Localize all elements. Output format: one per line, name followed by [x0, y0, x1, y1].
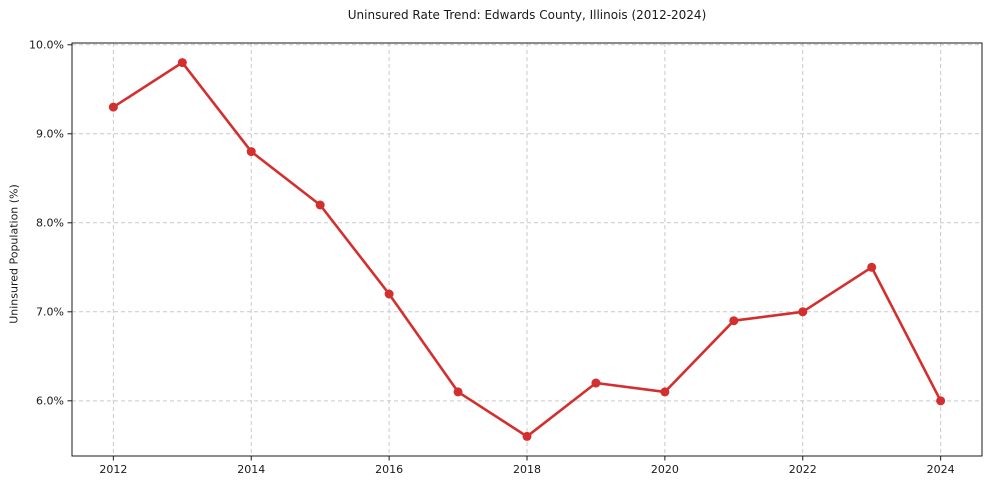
y-tick-label: 6.0%	[36, 394, 64, 407]
x-tick-label: 2022	[789, 463, 817, 476]
data-point-2020	[660, 387, 670, 397]
data-point-2022	[798, 307, 808, 317]
x-tick-label: 2014	[237, 463, 265, 476]
y-tick-label: 7.0%	[36, 305, 64, 318]
data-point-2019	[591, 378, 601, 388]
x-tick-label: 2012	[99, 463, 127, 476]
y-tick-label: 9.0%	[36, 127, 64, 140]
x-tick-label: 2018	[513, 463, 541, 476]
data-point-2013	[177, 58, 187, 68]
y-tick-label: 8.0%	[36, 216, 64, 229]
x-tick-label: 2016	[375, 463, 403, 476]
data-point-2016	[384, 289, 394, 299]
y-tick-label: 10.0%	[29, 38, 64, 51]
data-point-2014	[246, 147, 256, 157]
data-point-2012	[108, 102, 118, 112]
data-point-2015	[315, 200, 325, 210]
data-point-2023	[867, 262, 877, 272]
data-point-2024	[936, 396, 946, 406]
x-tick-label: 2024	[927, 463, 955, 476]
data-point-2018	[522, 431, 532, 441]
chart-title: Uninsured Rate Trend: Edwards County, Il…	[347, 8, 707, 22]
x-tick-label: 2020	[651, 463, 679, 476]
data-point-2021	[729, 316, 739, 326]
data-point-2017	[453, 387, 463, 397]
